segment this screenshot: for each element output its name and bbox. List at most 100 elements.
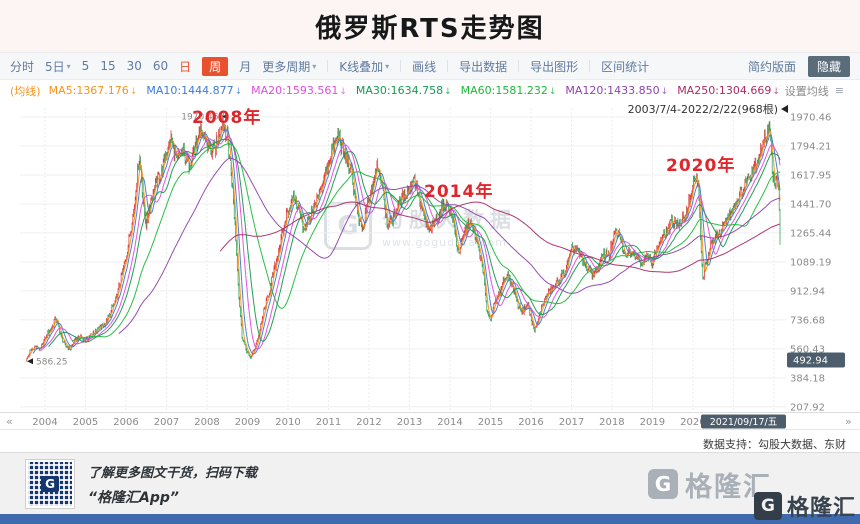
scroll-right-arrow[interactable]: » [845, 415, 852, 428]
corner-logo-icon: G [753, 492, 782, 520]
svg-text:2016: 2016 [518, 417, 543, 428]
qr-center-logo: G [41, 476, 59, 492]
chevron-down-icon: ▾ [312, 61, 317, 71]
svg-text:384.18: 384.18 [790, 373, 825, 384]
svg-text:736.68: 736.68 [790, 315, 825, 326]
svg-text:2007: 2007 [154, 417, 179, 428]
annotation-2008: 2008年 [192, 108, 262, 128]
chart-area[interactable]: G 勾股大数据 www.gogudata.com 1970.46 1794.21 1… [0, 100, 860, 452]
svg-text:1441.70: 1441.70 [790, 200, 831, 211]
svg-text:2019: 2019 [640, 417, 665, 428]
scroll-left-arrow[interactable]: « [6, 415, 13, 428]
toolbar-item[interactable]: K线叠加 ▾ [339, 59, 390, 74]
toolbar-item[interactable]: 30 [126, 59, 142, 73]
toolbar-item[interactable]: 日 [179, 59, 192, 74]
trend-down-icon: ↓ [444, 87, 452, 97]
trend-down-icon: ↓ [772, 87, 780, 97]
svg-text:1970.46: 1970.46 [181, 113, 218, 123]
toolbar-item[interactable]: 画线 [412, 59, 437, 74]
svg-text:586.25: 586.25 [36, 357, 68, 367]
trend-down-icon: ↓ [234, 87, 243, 97]
toolbar-item[interactable]: 分时 [10, 59, 35, 74]
svg-text:2006: 2006 [113, 417, 138, 428]
toolbar-item[interactable]: 15 [100, 59, 116, 73]
footer: G 了解更多图文干货，扫码下载 “格隆汇App” G 格隆汇 [0, 452, 860, 515]
svg-text:2011: 2011 [316, 417, 341, 428]
toolbar-separator [400, 60, 402, 72]
svg-text:2009: 2009 [235, 417, 260, 428]
toolbar-separator [327, 60, 329, 72]
chevron-down-icon: ▾ [66, 61, 71, 71]
ma-legend-item[interactable]: MA250:1304.669↓ [677, 84, 780, 97]
candlestick-chart[interactable]: 1970.46 1794.21 1617.95 1441.70 1265.44 1089.… [0, 100, 860, 452]
y-axis-labels: 1970.46 1794.21 1617.95 1441.70 1265.44 1089.… [790, 113, 831, 414]
date-badge: 2021/09/17/五 [701, 414, 786, 429]
toolbar-item[interactable]: 导出数据 [459, 59, 508, 74]
toolbar-separator [589, 60, 591, 72]
date-range-label: 2003/7/4-2022/2/22(968根) [628, 101, 788, 117]
hide-button[interactable]: 隐藏 [807, 55, 850, 77]
chevron-down-icon: ▾ [385, 61, 390, 71]
svg-text:560.43: 560.43 [790, 344, 825, 355]
period-tabs: 分时 5日 ▾ 5 15 30 60 日周月更多周期 ▾ K线叠加 ▾ 画线 导出数据 导出图形 区间统计 [10, 56, 650, 76]
promo-line-1: 了解更多图文干货，扫码下载 [88, 465, 258, 481]
promo-line-2: “格隆汇App” [88, 489, 179, 506]
ma-legend-items: MA5:1367.176↓ MA10:1444.877↓ MA20:1593.561… [49, 84, 780, 97]
brand-logo: G 格隆汇 [648, 465, 772, 504]
ma-legend-bar: (均线) MA5:1367.176↓ MA10:1444.877↓ MA20:159… [0, 80, 860, 101]
svg-text:2020: 2020 [680, 417, 705, 428]
svg-text:912.94: 912.94 [790, 286, 825, 297]
toolbar-item[interactable]: 60 [152, 59, 169, 73]
toolbar-item[interactable]: 更多周期 ▾ [262, 59, 317, 74]
svg-text:2010: 2010 [275, 417, 300, 428]
svg-text:2015: 2015 [478, 417, 503, 428]
ma-settings-button[interactable]: 设置均线 [784, 84, 829, 98]
svg-text:2012: 2012 [356, 417, 381, 428]
svg-text:2017: 2017 [559, 417, 584, 428]
toolbar: 分时 5日 ▾ 5 15 30 60 日周月更多周期 ▾ K线叠加 ▾ 画线 导出数据 导出图形 区间统计 … [0, 52, 860, 80]
date-range-text: 2003/7/4-2022/2/22(968根) [627, 103, 778, 116]
ma-lines [28, 124, 781, 358]
svg-text:2004: 2004 [32, 417, 57, 428]
toolbar-item[interactable]: 周 [202, 56, 229, 76]
simple-layout-button[interactable]: 简约版面 [747, 59, 796, 74]
svg-text:2008: 2008 [194, 417, 219, 428]
latest-price-badge: 492.94 [787, 352, 845, 368]
toolbar-item[interactable]: 5日 ▾ [45, 59, 71, 74]
menu-icon[interactable]: ≡ [834, 84, 844, 97]
svg-text:2013: 2013 [397, 417, 422, 428]
toolbar-item[interactable]: 导出图形 [530, 59, 579, 74]
promo-text: 了解更多图文干货，扫码下载 “格隆汇App” [88, 462, 257, 507]
toolbar-separator [518, 60, 520, 72]
corner-stamp: G 格隆汇 [753, 490, 856, 522]
range-flag-icon [781, 105, 788, 113]
annotation-2014: 2014年 [424, 182, 494, 202]
annotation-2020: 2020年 [666, 156, 736, 176]
svg-text:1265.44: 1265.44 [790, 228, 831, 239]
svg-text:1089.19: 1089.19 [790, 257, 831, 268]
corner-brand-name: 格隆汇 [786, 496, 856, 521]
svg-text:1617.95: 1617.95 [790, 171, 831, 182]
toolbar-right: 简约版面 隐藏 [747, 55, 850, 77]
svg-text:1970.46: 1970.46 [790, 113, 831, 124]
trend-down-icon: ↓ [660, 87, 669, 97]
toolbar-separator [447, 60, 449, 72]
toolbar-item[interactable]: 区间统计 [601, 59, 650, 74]
ma-legend-item[interactable]: MA5:1367.176↓ [48, 84, 138, 97]
ma-legend-item[interactable]: MA20:1593.561↓ [251, 84, 347, 97]
x-axis-labels: 2004 2005 2006 2007 2008 2009 2010 2011 2012 2013… [32, 417, 705, 428]
ma-legend-item[interactable]: MA60:1581.232↓ [460, 84, 557, 97]
page-title: 俄罗斯RTS走势图 [315, 13, 545, 44]
qr-code: G [26, 460, 74, 508]
svg-text:2005: 2005 [73, 417, 98, 428]
svg-text:492.94: 492.94 [793, 356, 828, 367]
ma-legend-item[interactable]: MA30:1634.758↓ [355, 84, 452, 97]
data-support-label: 数据支持：勾股大数据、东财 [703, 438, 846, 451]
ma-legend-item[interactable]: MA10:1444.877↓ [146, 84, 243, 97]
ma-legend-item[interactable]: MA120:1433.850↓ [565, 84, 669, 97]
svg-text:1794.21: 1794.21 [790, 142, 831, 153]
toolbar-item[interactable]: 月 [239, 59, 252, 74]
toolbar-item[interactable]: 5 [81, 59, 90, 73]
svg-text:2014: 2014 [437, 417, 462, 428]
svg-text:2018: 2018 [599, 417, 624, 428]
